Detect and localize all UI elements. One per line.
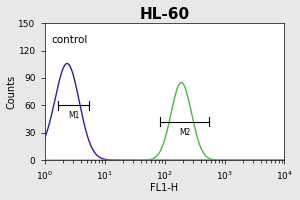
Text: control: control xyxy=(51,35,88,45)
Title: HL-60: HL-60 xyxy=(140,7,190,22)
Y-axis label: Counts: Counts xyxy=(7,75,17,109)
X-axis label: FL1-H: FL1-H xyxy=(151,183,178,193)
Text: M2: M2 xyxy=(179,128,190,137)
Text: M1: M1 xyxy=(68,111,80,120)
